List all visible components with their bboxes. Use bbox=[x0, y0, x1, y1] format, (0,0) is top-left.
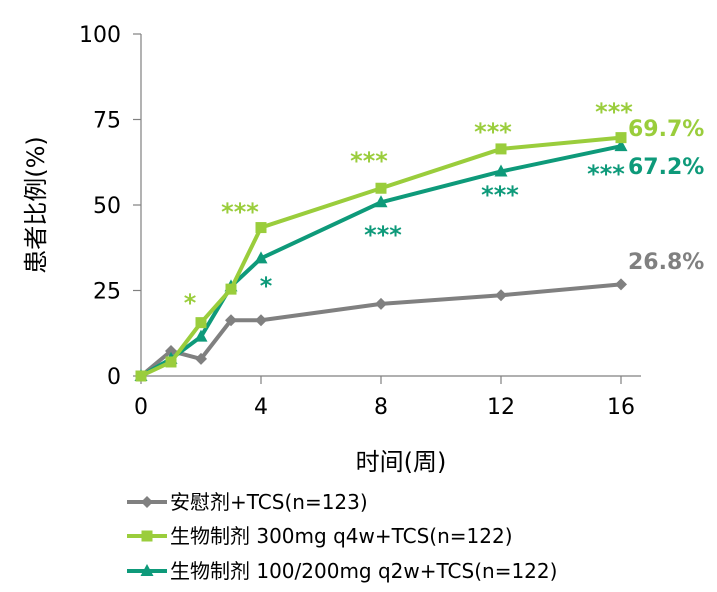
significance-2-0: * bbox=[260, 272, 273, 300]
series-2-point-4 bbox=[254, 251, 268, 264]
y-tick-label-3: 75 bbox=[93, 109, 121, 134]
series-1-point-6 bbox=[495, 143, 507, 155]
y-axis-title: 患者比例(%) bbox=[22, 136, 50, 274]
end-label-1: 69.7% bbox=[628, 117, 704, 142]
end-label-2: 67.2% bbox=[628, 155, 704, 180]
significance-1-4: *** bbox=[595, 98, 633, 126]
annotation-layer: 26.8%69.7%67.2%*********************** bbox=[184, 98, 705, 317]
x-tick-label-3: 12 bbox=[487, 395, 515, 420]
series-1-line bbox=[140, 135, 622, 378]
x-tick-label-2: 8 bbox=[374, 395, 388, 420]
x-axis-title: 时间(周) bbox=[356, 448, 447, 476]
legend-label-2: 生物制剂 100/200mg q2w+TCS(n=122) bbox=[170, 559, 557, 583]
series-1-point-0 bbox=[135, 370, 147, 382]
end-label-0: 26.8% bbox=[628, 250, 704, 275]
significance-1-2: *** bbox=[350, 147, 388, 175]
significance-1-3: *** bbox=[474, 118, 512, 146]
significance-2-3: *** bbox=[587, 160, 625, 188]
legend-item-1: 生物制剂 300mg q4w+TCS(n=122) bbox=[127, 524, 513, 548]
x-tick-label-4: 16 bbox=[607, 395, 635, 420]
series-1-point-3 bbox=[225, 283, 237, 295]
significance-2-2: *** bbox=[481, 181, 519, 209]
series-0 bbox=[135, 278, 627, 382]
legend-marker-2 bbox=[140, 564, 154, 576]
y-tick-label-2: 50 bbox=[93, 194, 121, 219]
legend-item-2: 生物制剂 100/200mg q2w+TCS(n=122) bbox=[127, 559, 557, 583]
series-1-point-5 bbox=[375, 182, 387, 194]
y-tick-label-0: 0 bbox=[107, 365, 121, 390]
legend: 安慰剂+TCS(n=123) 生物制剂 300mg q4w+TCS(n=122) 生… bbox=[127, 490, 557, 583]
series-1-point-1 bbox=[165, 356, 177, 368]
legend-label-0: 安慰剂+TCS(n=123) bbox=[170, 490, 368, 514]
legend-marker-1 bbox=[141, 530, 153, 542]
legend-marker-0 bbox=[141, 496, 153, 508]
series-1-point-4 bbox=[255, 222, 267, 234]
series-0-point-2 bbox=[195, 352, 207, 365]
x-tick-label-1: 4 bbox=[254, 395, 268, 420]
legend-label-1: 生物制剂 300mg q4w+TCS(n=122) bbox=[170, 524, 513, 548]
series-1-point-7 bbox=[615, 132, 627, 144]
x-tick-label-0: 0 bbox=[134, 395, 148, 420]
series-0-point-6 bbox=[495, 289, 507, 302]
series-1-point-2 bbox=[195, 317, 207, 329]
significance-2-1: *** bbox=[364, 221, 402, 249]
series-0-point-4 bbox=[255, 314, 267, 327]
series-0-point-3 bbox=[225, 314, 237, 327]
series-layer bbox=[134, 132, 628, 382]
y-tick-label-1: 25 bbox=[93, 280, 121, 305]
significance-1-1: *** bbox=[221, 198, 259, 226]
significance-1-0: * bbox=[184, 289, 197, 317]
legend-item-0: 安慰剂+TCS(n=123) bbox=[127, 490, 368, 514]
axes: 0 25 50 75 100 0 4 8 12 16 bbox=[79, 23, 641, 420]
series-0-point-1 bbox=[165, 345, 177, 358]
series-1 bbox=[135, 132, 627, 382]
series-2-point-5 bbox=[374, 195, 388, 208]
y-tick-label-4: 100 bbox=[79, 23, 121, 48]
series-2-point-2 bbox=[194, 329, 208, 342]
series-0-point-7 bbox=[615, 278, 627, 291]
series-2-point-7 bbox=[614, 139, 628, 152]
series-0-point-5 bbox=[375, 297, 387, 310]
series-2 bbox=[134, 139, 628, 381]
series-2-point-6 bbox=[494, 164, 508, 177]
